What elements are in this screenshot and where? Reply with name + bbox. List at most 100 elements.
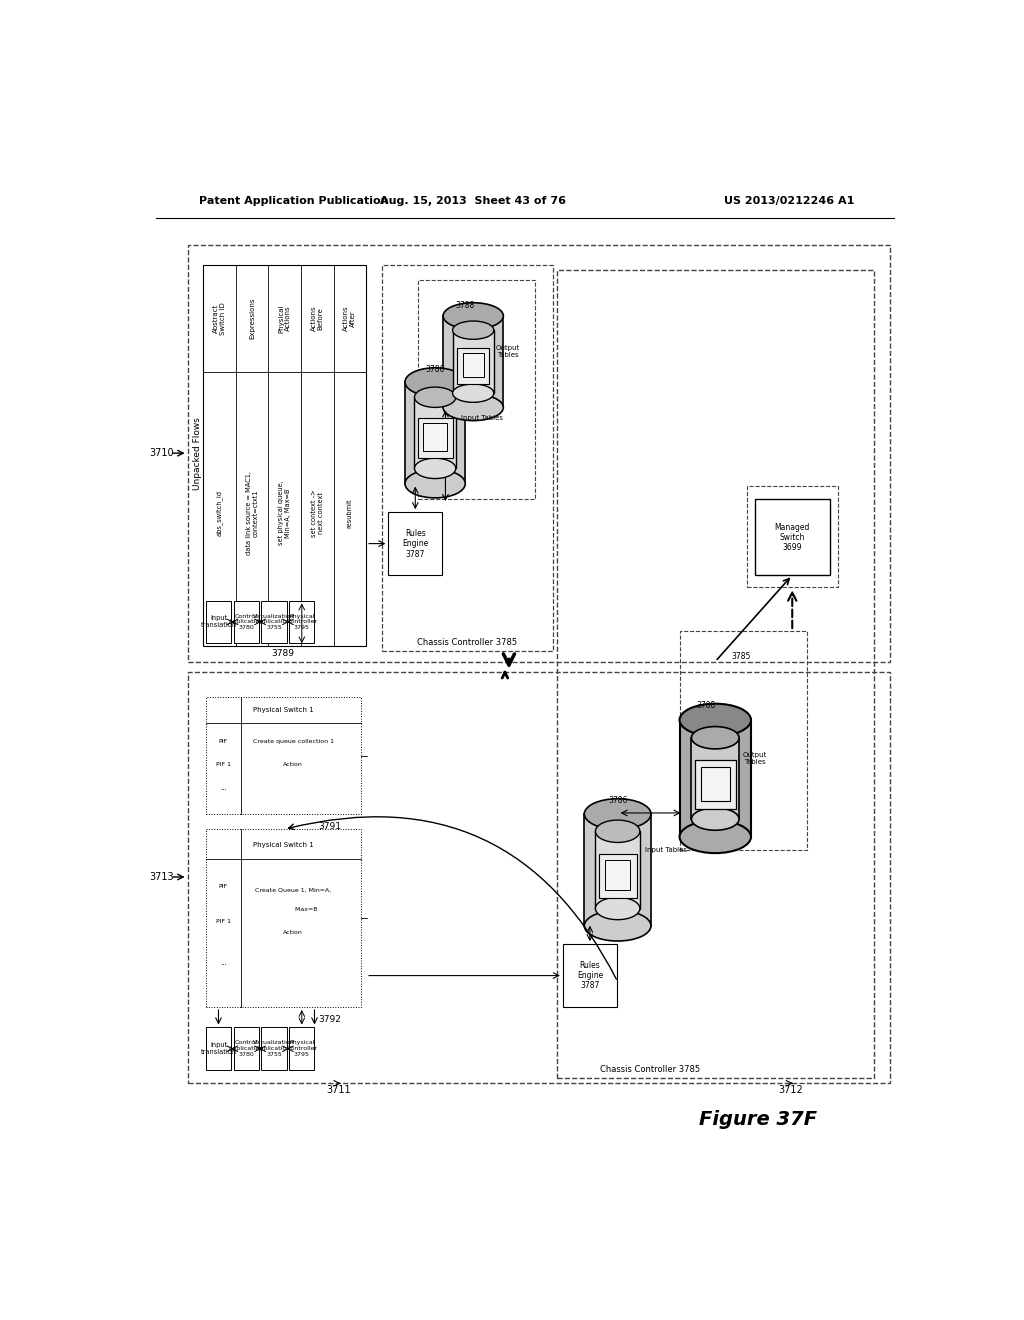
Text: Actions
After: Actions After: [343, 306, 356, 331]
Text: 3788: 3788: [456, 301, 475, 310]
Text: Create queue collection 1: Create queue collection 1: [253, 739, 334, 744]
FancyBboxPatch shape: [563, 944, 616, 1007]
FancyBboxPatch shape: [289, 601, 314, 643]
Ellipse shape: [680, 704, 751, 737]
Text: Rules
Engine
3787: Rules Engine 3787: [402, 529, 428, 558]
Text: PIF: PIF: [219, 883, 227, 888]
Text: PIF: PIF: [219, 739, 227, 744]
Ellipse shape: [453, 384, 494, 403]
FancyBboxPatch shape: [261, 601, 287, 643]
Ellipse shape: [415, 458, 456, 479]
Text: 3786: 3786: [608, 796, 628, 805]
Text: resubmit: resubmit: [347, 498, 353, 528]
Text: Physical Switch 1: Physical Switch 1: [253, 708, 313, 713]
Text: Unpacked Flows: Unpacked Flows: [194, 417, 203, 490]
Ellipse shape: [691, 808, 739, 830]
FancyBboxPatch shape: [206, 1027, 231, 1071]
Text: Output
Tables: Output Tables: [496, 345, 520, 358]
Text: Physical
Controller
3795: Physical Controller 3795: [287, 1040, 317, 1057]
Text: data link source = MAC1,
context=ctxt1: data link source = MAC1, context=ctxt1: [246, 471, 259, 554]
FancyBboxPatch shape: [463, 352, 484, 378]
Ellipse shape: [585, 911, 651, 941]
Polygon shape: [691, 738, 739, 818]
Ellipse shape: [443, 302, 504, 329]
Polygon shape: [585, 814, 651, 925]
FancyBboxPatch shape: [204, 265, 367, 647]
Text: Input Tables: Input Tables: [645, 846, 687, 853]
Text: 3712: 3712: [778, 1085, 803, 1096]
Polygon shape: [404, 381, 465, 483]
FancyBboxPatch shape: [418, 417, 453, 458]
Text: Create Queue 1, Min=A,: Create Queue 1, Min=A,: [255, 887, 331, 892]
Text: Max=B: Max=B: [269, 907, 317, 912]
Text: Output
Tables: Output Tables: [743, 751, 767, 764]
Ellipse shape: [595, 820, 640, 842]
Text: Physical
Actions: Physical Actions: [279, 304, 291, 333]
Text: Managed
Switch
3699: Managed Switch 3699: [774, 523, 810, 552]
Text: 3710: 3710: [150, 449, 174, 458]
FancyBboxPatch shape: [423, 422, 447, 451]
Polygon shape: [443, 315, 504, 408]
Text: PIF 1: PIF 1: [216, 763, 230, 767]
FancyBboxPatch shape: [694, 760, 736, 809]
Ellipse shape: [415, 387, 456, 408]
Text: 3788: 3788: [696, 701, 716, 710]
Text: Input
translation: Input translation: [201, 615, 237, 628]
Text: Action: Action: [284, 763, 303, 767]
Text: Control
Application
3780: Control Application 3780: [228, 614, 264, 630]
Ellipse shape: [595, 898, 640, 920]
Text: 3792: 3792: [318, 1015, 341, 1024]
Text: 3785: 3785: [731, 652, 751, 661]
Polygon shape: [680, 719, 751, 837]
Ellipse shape: [404, 470, 465, 498]
FancyBboxPatch shape: [206, 829, 360, 1007]
Text: abs_switch_id: abs_switch_id: [216, 490, 223, 536]
Text: Figure 37F: Figure 37F: [699, 1110, 817, 1129]
Text: Expressions: Expressions: [249, 298, 255, 339]
Text: Physical
Controller
3795: Physical Controller 3795: [287, 614, 317, 630]
Ellipse shape: [691, 726, 739, 748]
Text: Actions
Before: Actions Before: [310, 306, 324, 331]
Polygon shape: [595, 832, 640, 908]
Text: Abstract
Switch ID: Abstract Switch ID: [213, 302, 226, 335]
Text: Aug. 15, 2013  Sheet 43 of 76: Aug. 15, 2013 Sheet 43 of 76: [380, 197, 566, 206]
Ellipse shape: [680, 821, 751, 853]
Ellipse shape: [585, 799, 651, 829]
FancyBboxPatch shape: [289, 1027, 314, 1071]
Text: Virtualization
Application
3755: Virtualization Application 3755: [253, 1040, 295, 1057]
FancyBboxPatch shape: [701, 767, 729, 801]
Text: ...: ...: [220, 785, 226, 791]
Text: set context ->
next context: set context -> next context: [310, 488, 324, 537]
Text: set physical queue,
Min=A, Max=B: set physical queue, Min=A, Max=B: [279, 480, 291, 545]
Text: 3789: 3789: [271, 649, 294, 657]
FancyBboxPatch shape: [388, 512, 442, 576]
Text: Rules
Engine
3787: Rules Engine 3787: [577, 961, 603, 990]
Text: ...: ...: [220, 960, 226, 966]
Text: Chassis Controller 3785: Chassis Controller 3785: [600, 1065, 700, 1074]
FancyBboxPatch shape: [458, 348, 489, 384]
FancyBboxPatch shape: [261, 1027, 287, 1071]
Text: 3711: 3711: [326, 1085, 350, 1096]
FancyBboxPatch shape: [605, 859, 631, 890]
Text: 3791: 3791: [318, 821, 341, 830]
Text: Input
translation: Input translation: [201, 1043, 237, 1055]
FancyBboxPatch shape: [755, 499, 830, 576]
Text: Chassis Controller 3785: Chassis Controller 3785: [417, 639, 517, 647]
Text: Virtualization
Application
3755: Virtualization Application 3755: [253, 614, 295, 630]
Text: 3786: 3786: [425, 366, 444, 375]
Text: 3713: 3713: [150, 873, 174, 882]
Text: US 2013/0212246 A1: US 2013/0212246 A1: [724, 197, 854, 206]
Polygon shape: [415, 397, 456, 469]
FancyBboxPatch shape: [206, 697, 360, 814]
Text: Patent Application Publication: Patent Application Publication: [200, 197, 389, 206]
Ellipse shape: [404, 368, 465, 396]
Text: Action: Action: [284, 929, 303, 935]
Text: PIF 1: PIF 1: [216, 919, 230, 924]
Text: Physical Switch 1: Physical Switch 1: [253, 842, 313, 849]
Text: Control
Application
3780: Control Application 3780: [228, 1040, 264, 1057]
FancyBboxPatch shape: [233, 601, 259, 643]
FancyBboxPatch shape: [599, 854, 637, 899]
Ellipse shape: [443, 395, 504, 421]
FancyBboxPatch shape: [206, 601, 231, 643]
Text: Input Tables: Input Tables: [461, 414, 503, 421]
